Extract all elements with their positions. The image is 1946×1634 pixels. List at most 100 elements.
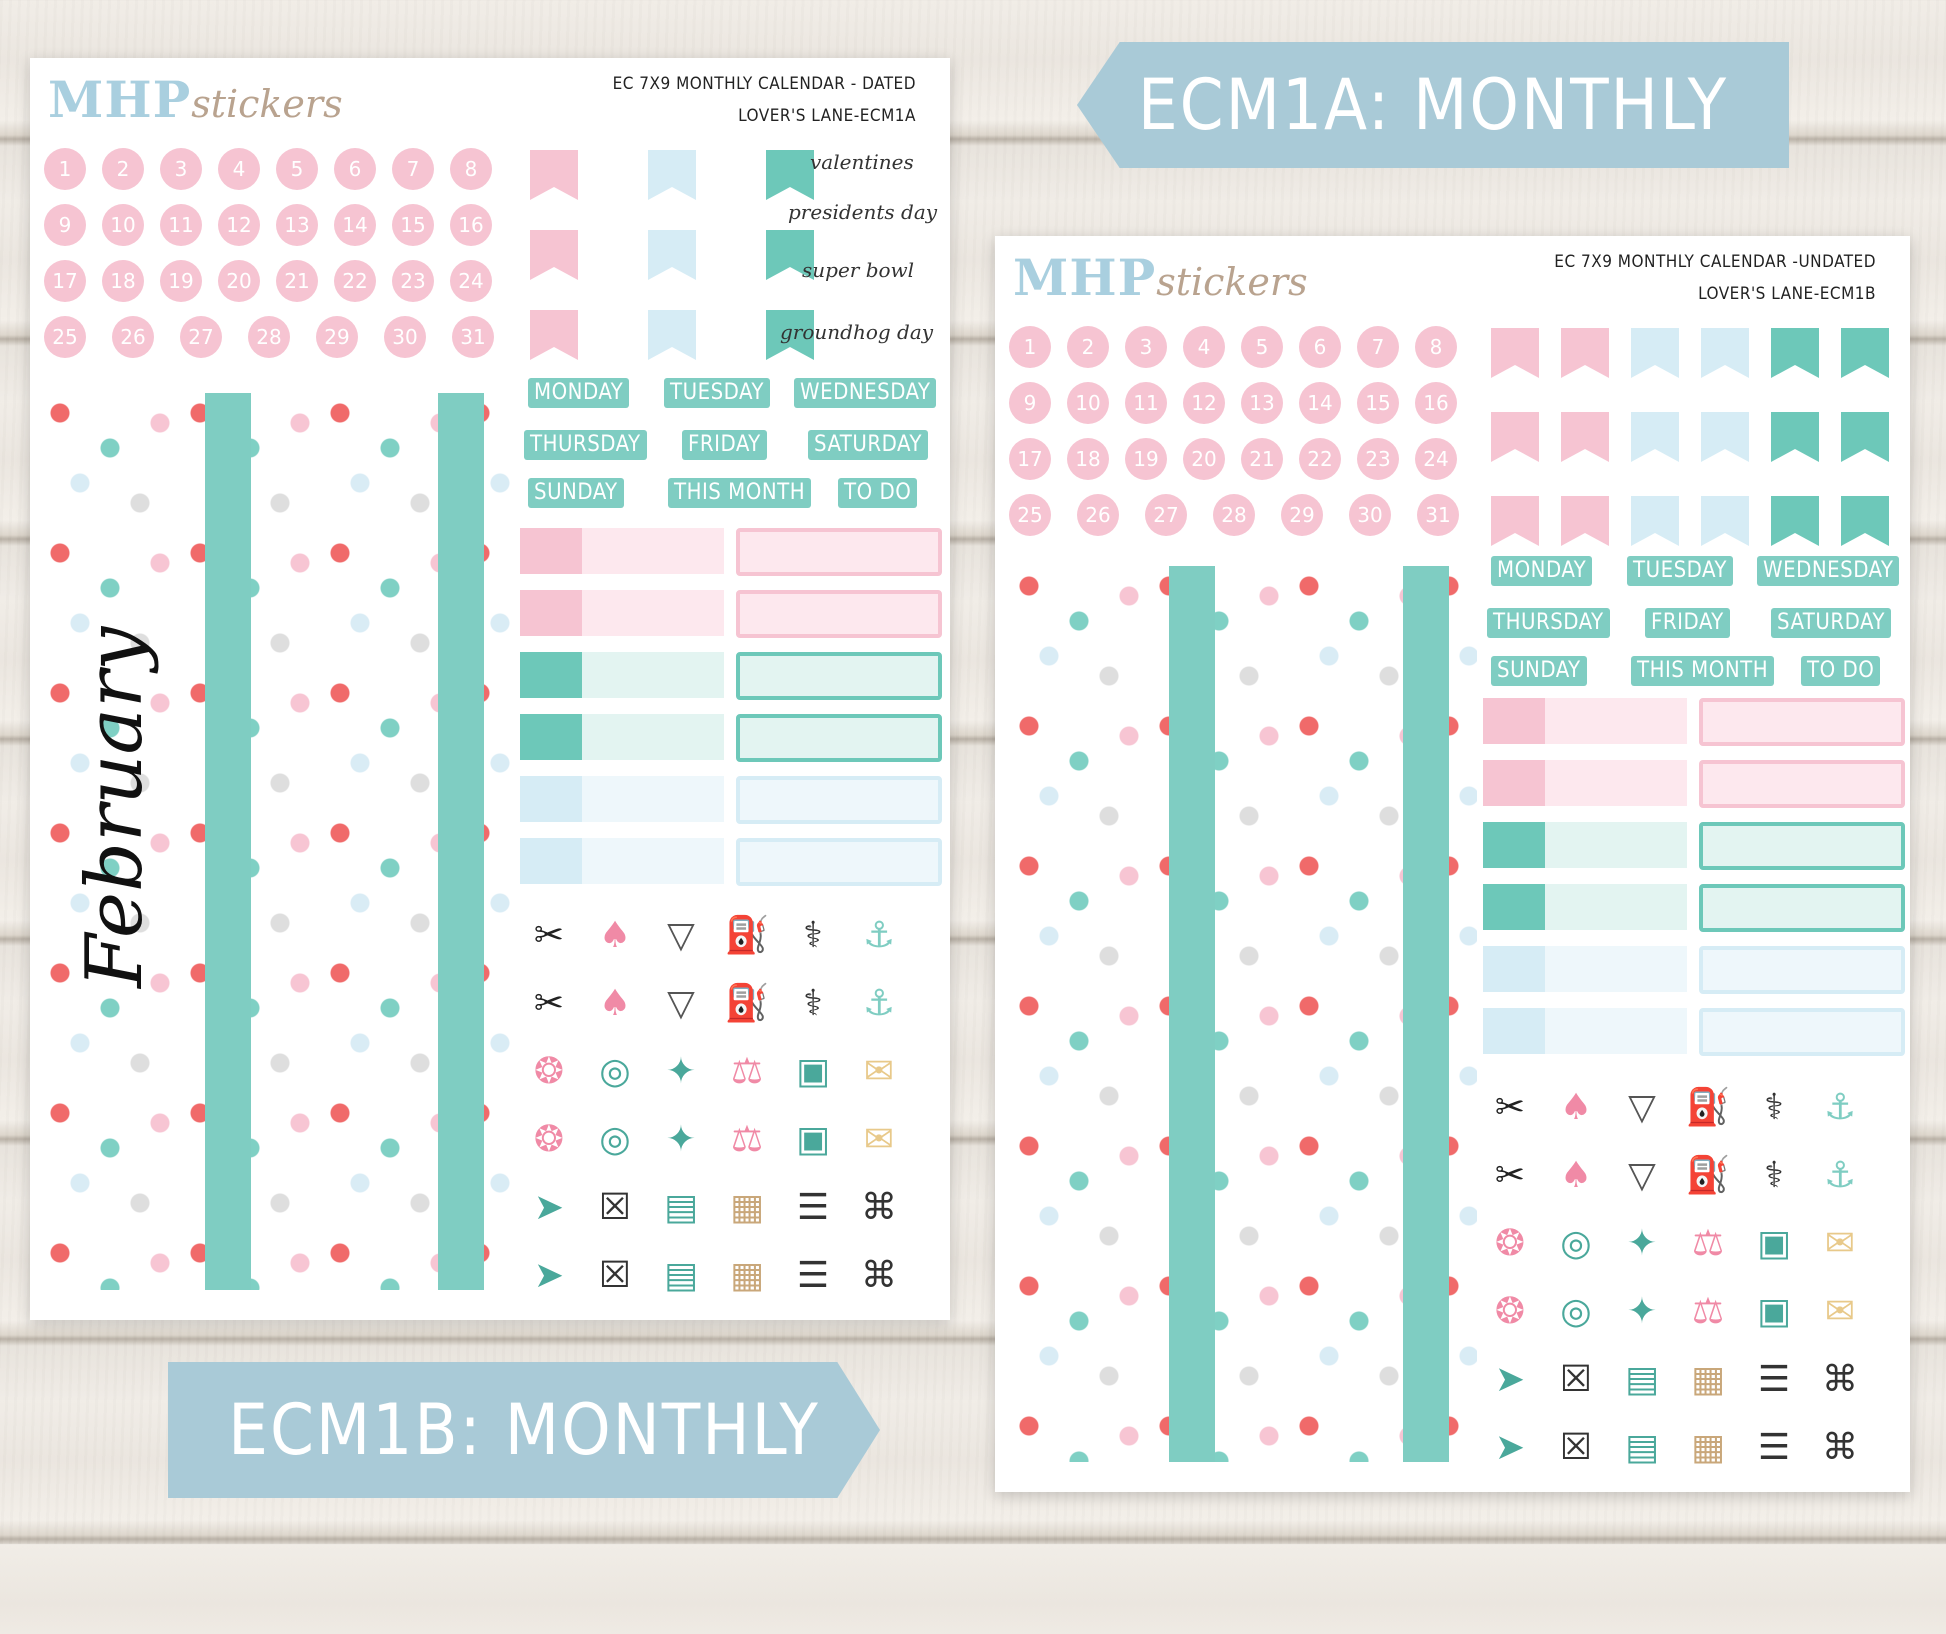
scale-icon: ⚖ xyxy=(1691,1290,1725,1332)
gas-pump-icon: ⛽ xyxy=(1685,1155,1731,1196)
label-row xyxy=(1483,760,1905,808)
day-monday: MONDAY xyxy=(528,378,630,408)
scale-icon: ⚖ xyxy=(730,1118,764,1160)
washing-machine-icon: ◎ xyxy=(599,1050,631,1092)
luggage-icon: ▣ xyxy=(1756,1290,1791,1332)
envelope-icon: ✉ xyxy=(863,1118,895,1160)
package-icon: ▦ xyxy=(1690,1358,1725,1400)
shopping-cart-icon: ⌘ xyxy=(1822,1358,1858,1400)
shopping-cart-icon: ⌘ xyxy=(861,1254,897,1296)
flag-sticker xyxy=(1701,412,1749,462)
label-color-block xyxy=(1483,822,1545,868)
label-box-sticker xyxy=(736,528,942,576)
day-saturday: SATURDAY xyxy=(1771,608,1891,638)
piggy-bank-icon: ♠ xyxy=(1559,1086,1593,1128)
label-box-sticker xyxy=(1699,698,1905,746)
flag-sticker xyxy=(766,150,814,200)
flag-sticker xyxy=(1771,496,1819,546)
label-pale-block xyxy=(582,590,724,636)
date-dot: 2 xyxy=(1067,326,1109,368)
sheet-title: EC 7X9 MONTHLY CALENDAR - DATED LOVER'S … xyxy=(612,74,916,126)
stethoscope-icon: ⚕ xyxy=(1764,1086,1784,1128)
gas-pump-icon: ⛽ xyxy=(724,983,770,1024)
flag-sticker xyxy=(1491,412,1539,462)
flag-stickers xyxy=(1491,328,1889,546)
piggy-bank-icon: ♠ xyxy=(1559,1154,1593,1196)
package-icon: ▦ xyxy=(1690,1426,1725,1468)
date-dot: 9 xyxy=(44,204,86,246)
day-friday: FRIDAY xyxy=(682,430,767,460)
day-wednesday: WEDNESDAY xyxy=(1757,556,1900,586)
flag-sticker xyxy=(1491,328,1539,378)
label-row xyxy=(520,652,942,700)
receipt-icon: ☰ xyxy=(796,1254,830,1296)
date-dot: 12 xyxy=(218,204,260,246)
washing-machine-icon: ◎ xyxy=(1560,1222,1592,1264)
label-row xyxy=(520,590,942,638)
flag-sticker xyxy=(1561,328,1609,378)
date-dot: 27 xyxy=(180,316,222,358)
flag-sticker xyxy=(1771,328,1819,378)
scissors-icon: ✂ xyxy=(1494,1086,1526,1128)
day-friday: FRIDAY xyxy=(1645,608,1730,638)
sticker-sheet-dated: MHPstickers EC 7X9 MONTHLY CALENDAR - DA… xyxy=(30,58,950,1320)
package-icon: ▦ xyxy=(729,1186,764,1228)
washing-machine-icon: ◎ xyxy=(1560,1290,1592,1332)
heart-pattern-strip xyxy=(40,393,510,1290)
label-row xyxy=(520,776,942,824)
month-script: February xyxy=(70,626,160,988)
tooth-icon: ▽ xyxy=(667,982,695,1024)
undated-tag: ECM1B: MONTHLY UNDATED xyxy=(168,1362,880,1498)
day-this-month: THIS MONTH xyxy=(668,478,812,508)
date-dot: 20 xyxy=(1183,438,1225,480)
date-dot: 18 xyxy=(102,260,144,302)
date-dot: 29 xyxy=(1281,494,1323,536)
date-dot: 5 xyxy=(276,148,318,190)
day-this-month: THIS MONTH xyxy=(1631,656,1775,686)
date-dot: 5 xyxy=(1241,326,1283,368)
label-color-block xyxy=(520,838,582,884)
date-dot: 24 xyxy=(1415,438,1457,480)
label-tab-sticker xyxy=(520,838,724,884)
flag-sticker xyxy=(1841,328,1889,378)
receipt-icon: ☰ xyxy=(1757,1358,1791,1400)
label-tab-sticker xyxy=(520,776,724,822)
date-dot: 30 xyxy=(1349,494,1391,536)
piggy-bank-icon: ♠ xyxy=(598,982,632,1024)
label-pale-block xyxy=(1545,884,1687,930)
date-dot: 4 xyxy=(1183,326,1225,368)
flag-stickers xyxy=(530,150,826,360)
book-icon: ▤ xyxy=(663,1254,698,1296)
flag-sticker xyxy=(1841,412,1889,462)
receipt-icon: ☰ xyxy=(1757,1426,1791,1468)
date-dot: 20 xyxy=(218,260,260,302)
label-row xyxy=(1483,1008,1905,1056)
date-dot: 24 xyxy=(450,260,492,302)
sticker-sheet-undated: MHPstickers EC 7X9 MONTHLY CALENDAR -UND… xyxy=(995,236,1910,1492)
date-dot: 31 xyxy=(1417,494,1459,536)
date-dot: 28 xyxy=(248,316,290,358)
date-dot: 3 xyxy=(160,148,202,190)
date-dot: 1 xyxy=(1009,326,1051,368)
pills-icon: ✦ xyxy=(1626,1222,1658,1264)
date-dot: 8 xyxy=(1415,326,1457,368)
icon-stickers: ✂ ♠ ▽ ⛽ ⚕ ⚓ ✂ ♠ ▽ ⛽ ⚕ ⚓ ❂ ◎ ✦ ⚖ ▣ ✉ ❂ ◎ ✦ ⚖ ▣ ✉ ➤ ☒ ▤ ▦ ☰ ⌘ ➤ ☒ ▤ ▦ ☰ ⌘ xyxy=(522,908,918,1302)
label-pale-block xyxy=(1545,760,1687,806)
label-tab-sticker xyxy=(520,590,724,636)
date-dot: 11 xyxy=(160,204,202,246)
day-tuesday: TUESDAY xyxy=(1627,556,1733,586)
date-dot: 14 xyxy=(334,204,376,246)
dumbbell-icon: ⚓ xyxy=(862,982,896,1024)
teal-stripe xyxy=(438,393,484,1290)
day-sunday: SUNDAY xyxy=(1491,656,1587,686)
date-dot: 10 xyxy=(1067,382,1109,424)
day-tuesday: TUESDAY xyxy=(664,378,770,408)
label-pale-block xyxy=(1545,822,1687,868)
label-tab-sticker xyxy=(520,714,724,760)
shopping-cart-icon: ⌘ xyxy=(861,1186,897,1228)
date-dots: 1 2 3 4 5 6 7 8 9 10 11 12 13 14 15 16 17 18 19 20 21 22 23 24 2… xyxy=(44,148,524,358)
date-dot: 11 xyxy=(1125,382,1167,424)
label-box-sticker xyxy=(736,838,942,886)
label-box-sticker xyxy=(1699,1008,1905,1056)
label-color-block xyxy=(520,652,582,698)
